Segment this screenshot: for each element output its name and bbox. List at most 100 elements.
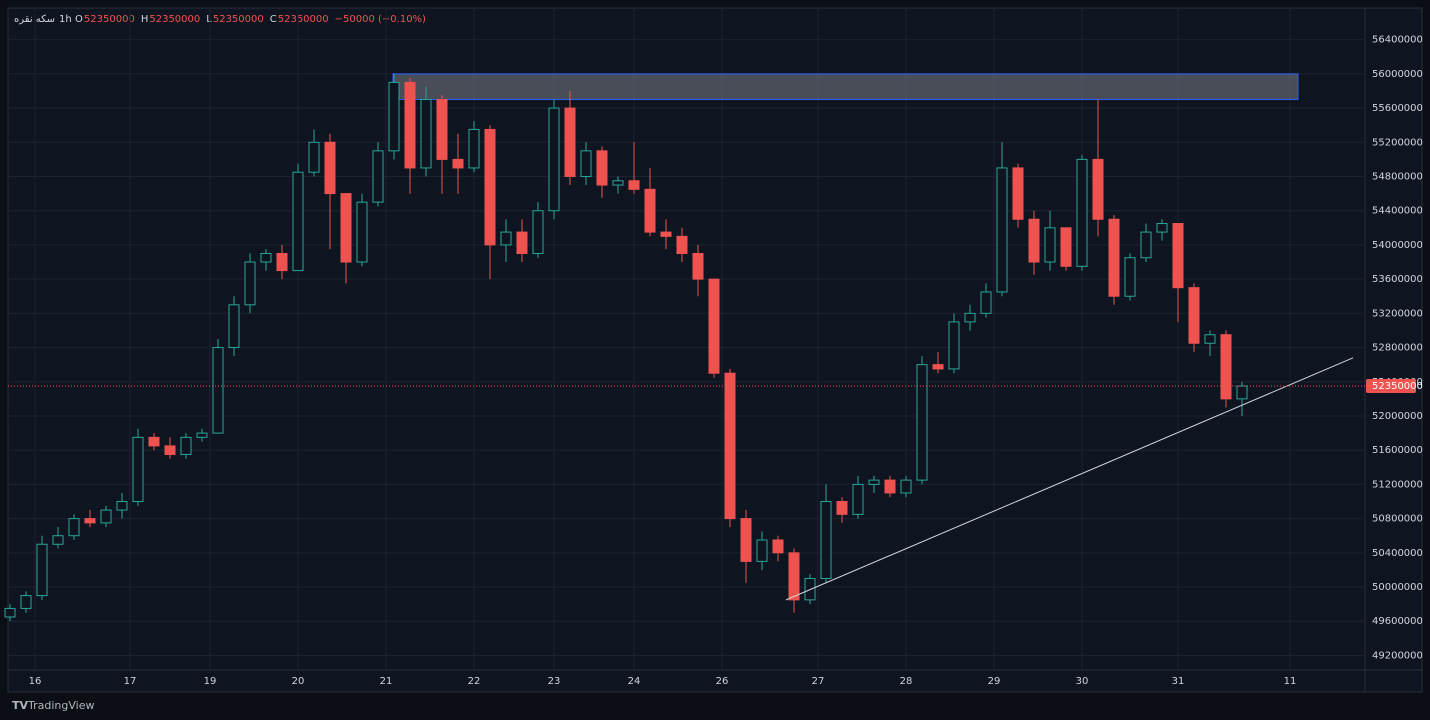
brand: TradingView — [27, 699, 94, 712]
candle-body — [420, 99, 432, 169]
candle-body — [564, 107, 576, 177]
candle-body — [1044, 227, 1056, 263]
candle-body — [132, 436, 144, 503]
y-tick-label: 56000000 — [1372, 69, 1423, 80]
candle-body — [4, 607, 16, 618]
candle-body — [452, 158, 464, 169]
candle-body — [1220, 334, 1232, 400]
candle-body — [324, 141, 336, 195]
candle-body — [1076, 158, 1088, 267]
candle-body — [36, 543, 48, 597]
legend-value: 52350000 — [149, 14, 200, 25]
candle-body — [100, 509, 112, 524]
y-tick-label: 53600000 — [1372, 274, 1423, 285]
candle-body — [1188, 287, 1200, 344]
candle-body — [276, 252, 288, 272]
candle-body — [68, 518, 80, 537]
candle-body — [644, 188, 656, 233]
candle-body — [292, 171, 304, 272]
candle-body — [340, 193, 352, 263]
candle-body — [996, 167, 1008, 293]
candle-body — [948, 321, 960, 370]
candle-body — [1092, 158, 1104, 220]
y-tick-label: 49600000 — [1372, 616, 1423, 627]
candle-body — [532, 210, 544, 254]
candle-body — [1108, 218, 1120, 297]
candle-body — [772, 539, 784, 554]
candle-body — [1140, 231, 1152, 259]
legend-key: H — [141, 14, 149, 25]
legend-value: 52350000 — [213, 14, 264, 25]
y-tick-label: 51200000 — [1372, 479, 1423, 490]
y-tick-label: 53200000 — [1372, 308, 1423, 319]
y-tick-label: 50800000 — [1372, 514, 1423, 525]
candle-body — [916, 364, 928, 481]
candle-body — [260, 252, 272, 263]
candle-body — [756, 539, 768, 562]
candle-body — [468, 128, 480, 169]
x-tick-label: 16 — [29, 676, 42, 687]
candle-body — [548, 107, 560, 212]
candle-body — [180, 436, 192, 455]
candle-body — [1060, 227, 1072, 267]
candle-body — [516, 231, 528, 254]
legend-value: 52350000 — [278, 14, 329, 25]
x-tick-label: 21 — [380, 676, 393, 687]
brand-logo: TV — [12, 699, 29, 712]
x-tick-label: 11 — [1284, 676, 1297, 687]
legend-interval: 1h — [59, 14, 72, 25]
candle-body — [388, 81, 400, 152]
last-price-label: 52350000 — [1372, 381, 1423, 392]
candle-body — [20, 595, 32, 609]
x-tick-label: 30 — [1076, 676, 1089, 687]
candle-body — [500, 231, 512, 246]
candle-body — [628, 180, 640, 190]
x-tick-label: 23 — [548, 676, 561, 687]
y-tick-label: 52000000 — [1372, 411, 1423, 422]
candle-body — [1236, 385, 1248, 400]
candle-body — [404, 81, 416, 169]
candle-body — [868, 479, 880, 485]
candle-body — [244, 261, 256, 306]
candle-body — [788, 552, 800, 601]
x-tick-label: 28 — [900, 676, 913, 687]
candle-body — [900, 479, 912, 494]
x-tick-label: 31 — [1172, 676, 1185, 687]
y-tick-label: 54400000 — [1372, 206, 1423, 217]
zone — [392, 73, 1299, 101]
y-tick-label: 49200000 — [1372, 650, 1423, 661]
candle-body — [820, 501, 832, 579]
trendline — [785, 357, 1354, 601]
x-tick-label: 26 — [716, 676, 729, 687]
x-tick-label: 27 — [812, 676, 825, 687]
candle-body — [884, 479, 896, 494]
candle-body — [1012, 167, 1024, 220]
candle-body — [308, 141, 320, 173]
candle-body — [852, 483, 864, 515]
x-tick-label: 19 — [204, 676, 217, 687]
candle-body — [484, 128, 496, 246]
candle-body — [836, 501, 848, 515]
x-tick-label: 24 — [628, 676, 641, 687]
x-tick-label: 22 — [468, 676, 481, 687]
candle-body — [1204, 334, 1216, 344]
candle-body — [1028, 218, 1040, 263]
last-price-box — [1366, 379, 1416, 394]
legend-key: O — [75, 14, 83, 25]
candle-body — [1172, 223, 1184, 289]
y-tick-label: 54000000 — [1372, 240, 1423, 251]
y-tick-label: 56400000 — [1372, 35, 1423, 46]
y-tick-label: 52800000 — [1372, 343, 1423, 354]
y-tick-label: 55200000 — [1372, 137, 1423, 148]
candle-body — [660, 231, 672, 237]
candle-body — [116, 501, 128, 511]
candle-body — [356, 201, 368, 263]
candle-body — [148, 436, 160, 447]
y-tick-label: 55600000 — [1372, 103, 1423, 114]
candle-body — [436, 99, 448, 160]
legend: سکه نقره 1h — [14, 14, 72, 25]
candle-body — [692, 252, 704, 280]
y-tick-label: 50000000 — [1372, 582, 1423, 593]
legend-key: C — [270, 14, 277, 25]
